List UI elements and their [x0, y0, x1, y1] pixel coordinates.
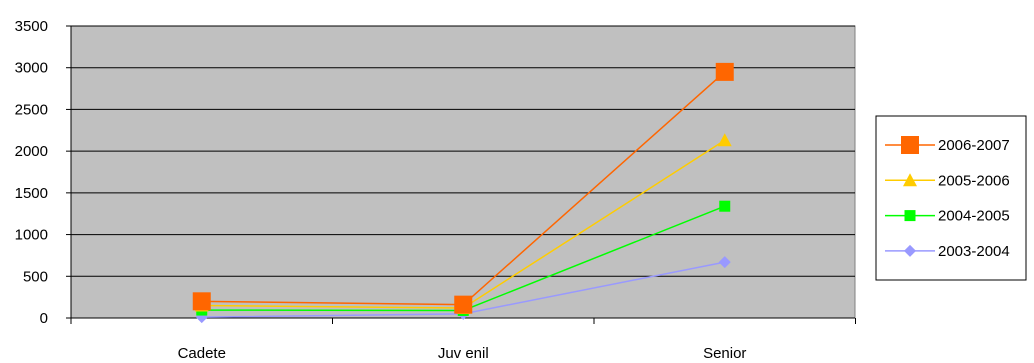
legend-marker-2006-2007 — [901, 136, 919, 154]
y-tick-label: 500 — [23, 268, 48, 285]
x-tick-label: Cadete — [178, 345, 226, 362]
legend-marker-2004-2005 — [904, 210, 916, 222]
legend-marker-2003-2004 — [904, 244, 916, 257]
y-axis: 0 500 1000 1500 2000 2500 3000 3500 — [15, 18, 72, 327]
x-axis: Cadete Juv enil Senior — [70, 317, 856, 362]
y-tick-label: 3000 — [15, 60, 48, 77]
series-2006-2007 — [192, 62, 734, 314]
data-point-2006-2007 — [715, 62, 734, 81]
y-tick-label: 3500 — [15, 18, 48, 35]
legend-label-2006-2007: 2006-2007 — [938, 137, 1010, 154]
plot-area — [70, 25, 856, 319]
plot-background — [70, 25, 856, 319]
y-tick-label: 1000 — [15, 227, 48, 244]
series-group — [192, 62, 734, 324]
y-tick-label: 2500 — [15, 101, 48, 118]
legend-marker-2005-2006 — [903, 173, 917, 187]
data-point-2006-2007 — [454, 295, 473, 314]
y-tick-label: 0 — [40, 310, 48, 327]
x-tick-label: Juv enil — [438, 345, 489, 362]
data-point-2006-2007 — [192, 292, 211, 311]
data-point-2004-2005 — [719, 200, 731, 212]
legend-label-2004-2005: 2004-2005 — [938, 208, 1010, 225]
legend-label-2003-2004: 2003-2004 — [938, 243, 1010, 260]
legend: 2006-2007 2005-2006 2004-2005 2003-2004 — [875, 115, 1027, 281]
legend-label-2005-2006: 2005-2006 — [938, 172, 1010, 189]
data-point-2003-2004 — [718, 256, 731, 269]
data-point-2005-2006 — [717, 133, 732, 147]
y-tick-label: 1500 — [15, 185, 48, 202]
y-tick-label: 2000 — [15, 143, 48, 160]
x-tick-label: Senior — [703, 345, 746, 362]
